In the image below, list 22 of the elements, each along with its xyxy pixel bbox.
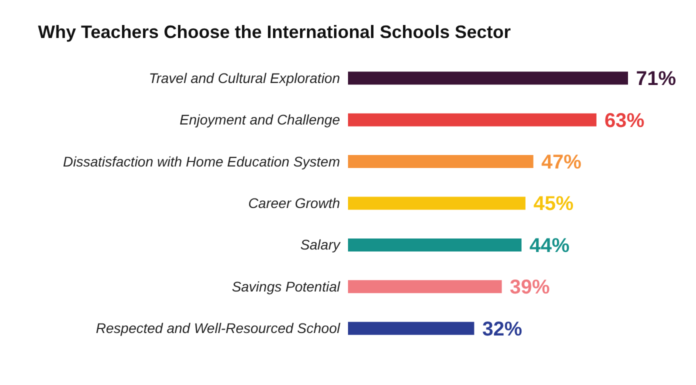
bar	[348, 72, 628, 85]
bar	[348, 113, 596, 126]
y-tick-label: Respected and Well-Resourced School	[96, 320, 341, 336]
bar	[348, 322, 474, 335]
data-label: 63%	[604, 110, 645, 132]
y-tick-label: Dissatisfaction with Home Education System	[63, 153, 340, 170]
y-tick-label: Enjoyment and Challenge	[180, 112, 340, 128]
y-tick-label: Salary	[300, 236, 341, 253]
data-label: 39%	[510, 276, 550, 299]
y-tick-label: Career Growth	[248, 195, 340, 211]
y-tick-label: Travel and Cultural Exploration	[148, 70, 340, 86]
bar	[348, 238, 522, 252]
data-label: 45%	[533, 193, 574, 216]
bar	[348, 280, 502, 294]
chart-title: Why Teachers Choose the International Schools Sector	[38, 22, 512, 43]
bar	[348, 155, 534, 168]
bar	[348, 196, 526, 210]
data-label: 47%	[541, 152, 582, 174]
y-tick-label: Savings Potential	[232, 278, 341, 294]
data-label: 32%	[482, 318, 522, 340]
data-label: 44%	[530, 234, 570, 257]
data-label: 71%	[636, 68, 676, 90]
